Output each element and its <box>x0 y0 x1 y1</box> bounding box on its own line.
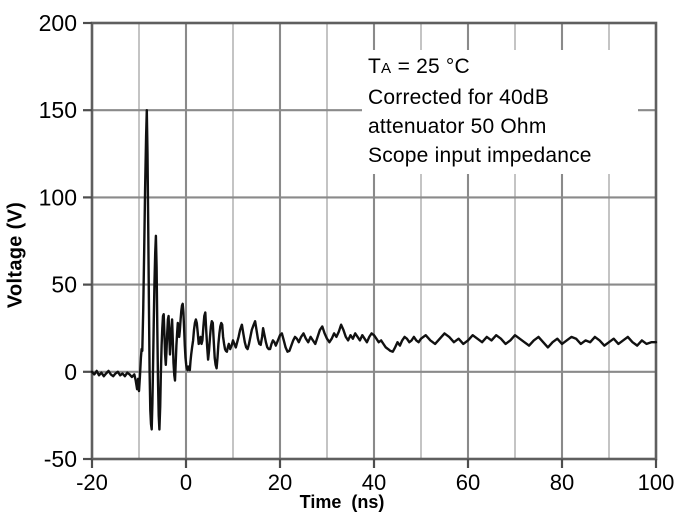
temp-value: = 25 °C <box>391 55 470 78</box>
y-tick-label: 200 <box>39 10 77 36</box>
x-tick-label: 100 <box>638 470 675 495</box>
annotation-line-4: Scope input impedance <box>368 144 592 167</box>
x-tick-label: 20 <box>268 470 292 495</box>
y-tick-label: 100 <box>39 184 77 210</box>
waveform-trace <box>90 108 658 431</box>
y-tick-label: 50 <box>51 272 77 298</box>
x-tick-label: 60 <box>456 470 480 495</box>
y-tick-label: 0 <box>64 359 77 385</box>
y-tick-label: -50 <box>44 446 77 472</box>
y-axis-title: Voltage (V) <box>4 201 27 309</box>
x-tick-label: 40 <box>362 470 386 495</box>
annotation-line-temperature: TA = 25 °C <box>368 52 638 83</box>
x-axis-title: Time (ns) <box>299 492 385 512</box>
annotation-box: TA = 25 °C Corrected for 40dB attenuator… <box>362 50 638 174</box>
x-tick-label: 0 <box>180 470 192 495</box>
x-tick-label: -20 <box>76 470 108 495</box>
temp-subscript: A <box>381 60 392 77</box>
annotation-line-2: Corrected for 40dB <box>368 86 550 109</box>
x-tick-label: 80 <box>550 470 574 495</box>
y-tick-label: 150 <box>39 97 77 123</box>
annotation-line-3: attenuator 50 Ohm <box>368 115 547 138</box>
temp-symbol: T <box>368 55 382 78</box>
